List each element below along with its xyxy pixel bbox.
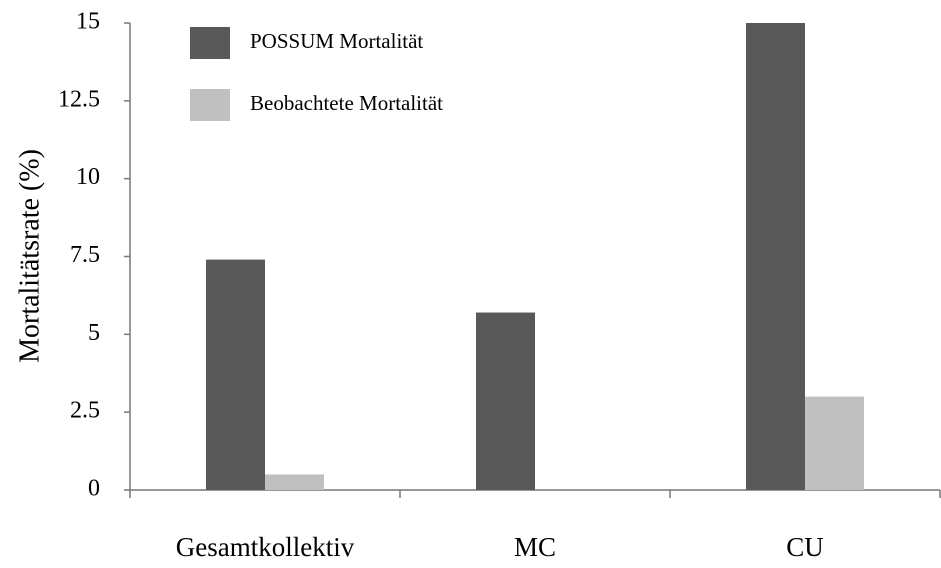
legend-label: Beobachtete Mortalität: [250, 91, 443, 115]
x-tick-label: MC: [514, 532, 556, 562]
bar: [805, 396, 864, 490]
legend-swatch: [190, 27, 230, 59]
y-tick-label: 12.5: [58, 86, 100, 112]
y-tick-label: 15: [76, 9, 100, 35]
legend-label: POSSUM Mortalität: [250, 29, 423, 53]
y-axis-label: Mortalitätsrate (%): [14, 149, 45, 363]
y-tick-label: 10: [76, 164, 100, 190]
bar: [265, 474, 324, 490]
y-tick-label: 5: [88, 320, 100, 346]
bar: [476, 312, 535, 490]
x-tick-label: CU: [786, 532, 824, 562]
legend-swatch: [190, 89, 230, 121]
y-tick-label: 2.5: [70, 398, 100, 424]
bar: [206, 259, 265, 490]
x-tick-label: Gesamtkollektiv: [176, 532, 355, 562]
y-tick-label: 7.5: [70, 242, 100, 268]
bar: [746, 23, 805, 490]
y-tick-label: 0: [88, 476, 100, 502]
